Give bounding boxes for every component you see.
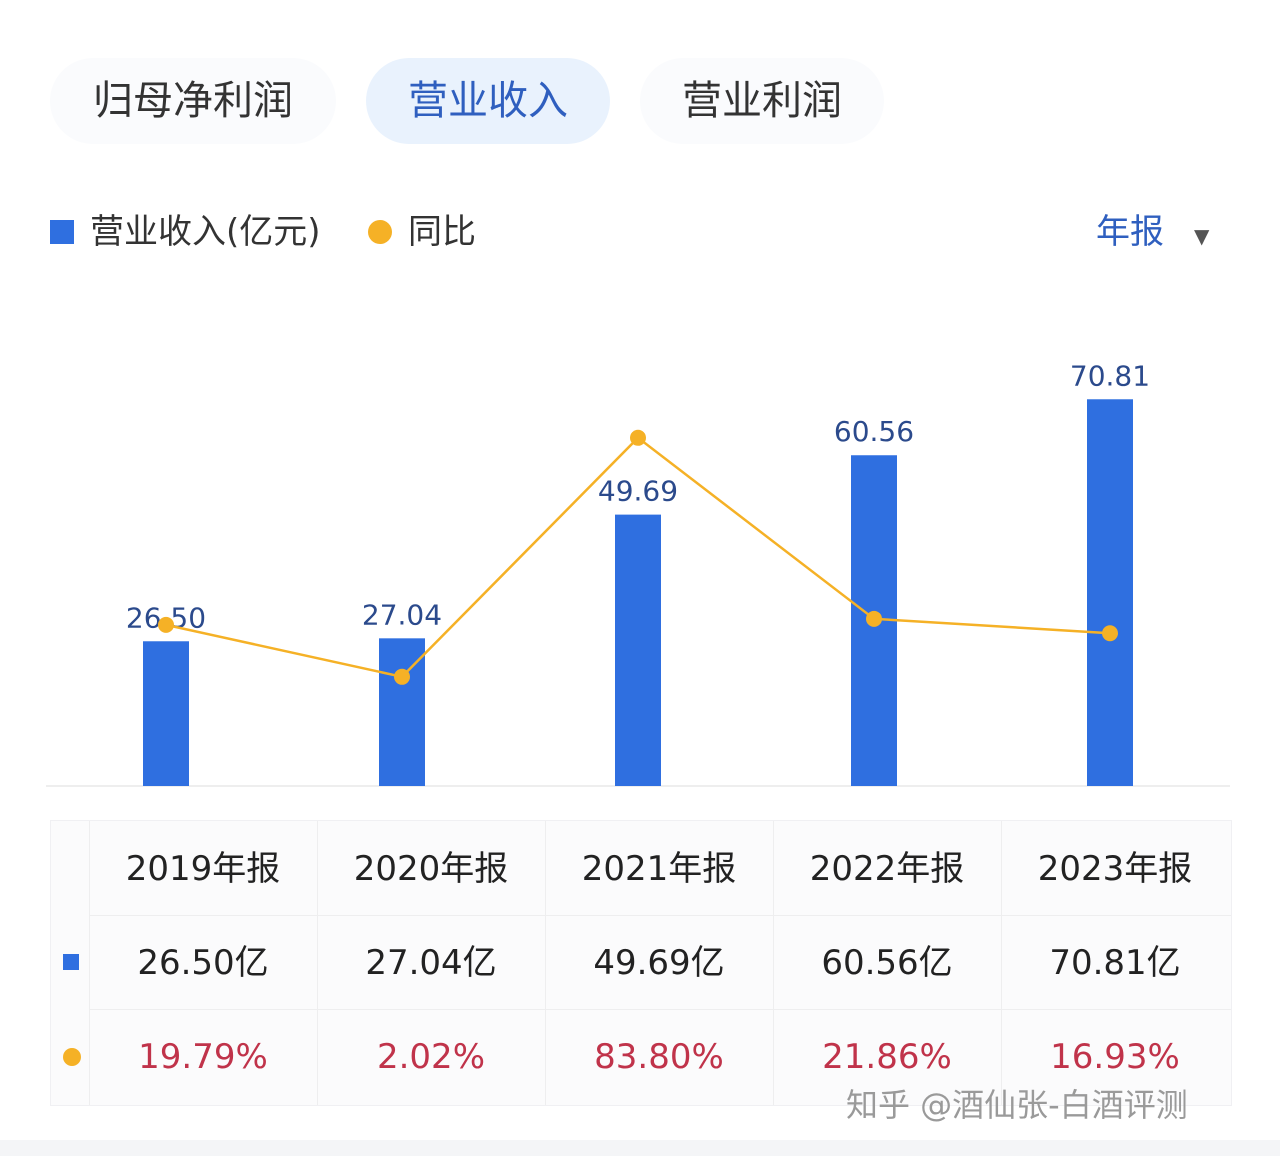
yoy-cell-2019: 19.79% (138, 1037, 268, 1077)
revenue-cell-2019: 26.50亿 (137, 943, 269, 983)
tab-operating-profit[interactable]: 营业利润 (640, 58, 884, 144)
yoy-cell-2021: 83.80% (594, 1037, 724, 1077)
legend-yoy-label: 同比 (408, 212, 476, 252)
yoy-point-2020年报 (394, 668, 410, 685)
table-header-2021: 2021年报 (581, 849, 737, 889)
watermark: 知乎 @酒仙张-白酒评测 (846, 1086, 1188, 1124)
table-header-2019: 2019年报 (125, 849, 281, 889)
table-header-2023: 2023年报 (1037, 849, 1193, 889)
yoy-row-icon (63, 1048, 81, 1066)
table-header-2020: 2020年报 (353, 849, 509, 889)
revenue-row-icon (63, 954, 79, 970)
bar-label-2022年报: 60.56 (834, 415, 914, 448)
legend-dot-swatch (368, 220, 392, 244)
bottom-divider (0, 1140, 1280, 1156)
tab-net-profit[interactable]: 归母净利润 (50, 58, 336, 144)
yoy-cell-2020: 2.02% (376, 1037, 485, 1077)
revenue-cell-2022: 60.56亿 (821, 943, 953, 983)
yoy-point-2019年报 (158, 616, 174, 633)
revenue-cell-2020: 27.04亿 (365, 943, 497, 983)
bar-2019年报 (143, 641, 189, 786)
caret-down-icon: ▼ (1194, 224, 1210, 248)
yoy-point-2021年报 (630, 429, 646, 446)
legend-bar-swatch (50, 220, 74, 244)
bar-label-2023年报: 70.81 (1070, 359, 1150, 392)
yoy-point-2022年报 (866, 610, 882, 627)
yoy-cell-2023: 16.93% (1050, 1037, 1180, 1077)
yoy-point-2023年报 (1102, 625, 1118, 642)
period-select[interactable]: 年报 ▼ (1090, 206, 1230, 256)
bar-label-2021年报: 49.69 (598, 475, 678, 508)
bar-label-2020年报: 27.04 (362, 598, 442, 631)
data-table: 2019年报 2020年报 2021年报 2022年报 2023年报 26.50… (50, 820, 1232, 1106)
metric-tabs: 归母净利润 营业收入 营业利润 (50, 58, 910, 144)
bar-2021年报 (615, 514, 661, 786)
yoy-cell-2022: 21.86% (822, 1037, 952, 1077)
revenue-cell-2021: 49.69亿 (593, 943, 725, 983)
chart-legend: 营业收入(亿元) 同比 (50, 206, 750, 256)
legend-revenue-label: 营业收入(亿元) (90, 212, 321, 252)
revenue-cell-2023: 70.81亿 (1049, 943, 1181, 983)
bar-2023年报 (1087, 399, 1133, 786)
table-header-2022: 2022年报 (809, 849, 965, 889)
period-select-value: 年报 (1096, 212, 1164, 252)
tab-revenue[interactable]: 营业收入 (366, 58, 610, 144)
